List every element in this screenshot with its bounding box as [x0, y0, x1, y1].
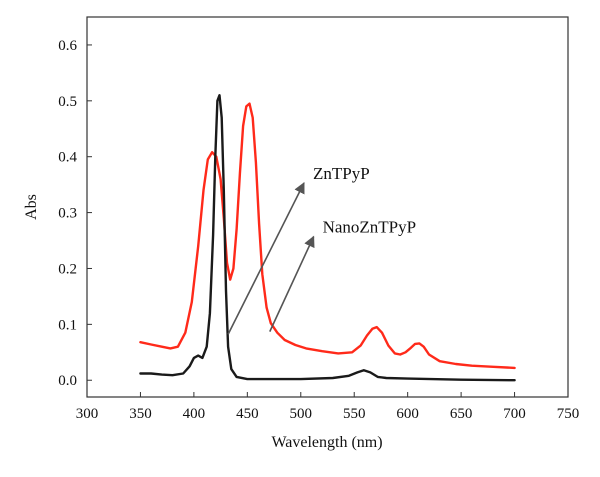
series-layer [139, 93, 516, 382]
series-line-red [139, 102, 516, 370]
y-axis-ticks: 0.0 0.1 0.2 0.3 0.4 0.5 0.6 [58, 38, 92, 389]
plot-frame [86, 16, 569, 398]
annotation-arrow [269, 235, 315, 332]
y-tick-label: 0.5 [58, 94, 77, 110]
x-tick-label: 600 [396, 406, 419, 422]
y-tick-label: 0.0 [58, 373, 77, 389]
annotation-label: ZnTPyP [313, 164, 370, 183]
x-tick-label: 650 [450, 406, 473, 422]
x-tick-label: 550 [343, 406, 366, 422]
y-tick-label: 0.3 [58, 206, 77, 222]
y-tick-label: 0.1 [58, 317, 77, 333]
x-axis-label: Wavelength (nm) [271, 434, 382, 451]
y-tick-label: 0.2 [58, 261, 77, 277]
annotation-label: NanoZnTPyP [323, 218, 417, 237]
series-line-black [139, 93, 516, 382]
y-tick-label: 0.4 [58, 150, 77, 166]
annotation-arrow [227, 181, 305, 335]
y-tick-label: 0.6 [58, 38, 77, 54]
annotation-layer: ZnTPyP NanoZnTPyP [227, 164, 417, 335]
x-tick-label: 700 [503, 406, 526, 422]
x-tick-label: 750 [557, 406, 580, 422]
x-tick-label: 400 [183, 406, 206, 422]
x-axis-ticks: 300 350 400 450 500 550 600 650 700 750 [76, 392, 580, 422]
x-tick-label: 300 [76, 406, 99, 422]
x-tick-label: 350 [129, 406, 152, 422]
y-axis-label: Abs [23, 194, 40, 220]
x-tick-label: 450 [236, 406, 259, 422]
x-tick-label: 500 [290, 406, 313, 422]
